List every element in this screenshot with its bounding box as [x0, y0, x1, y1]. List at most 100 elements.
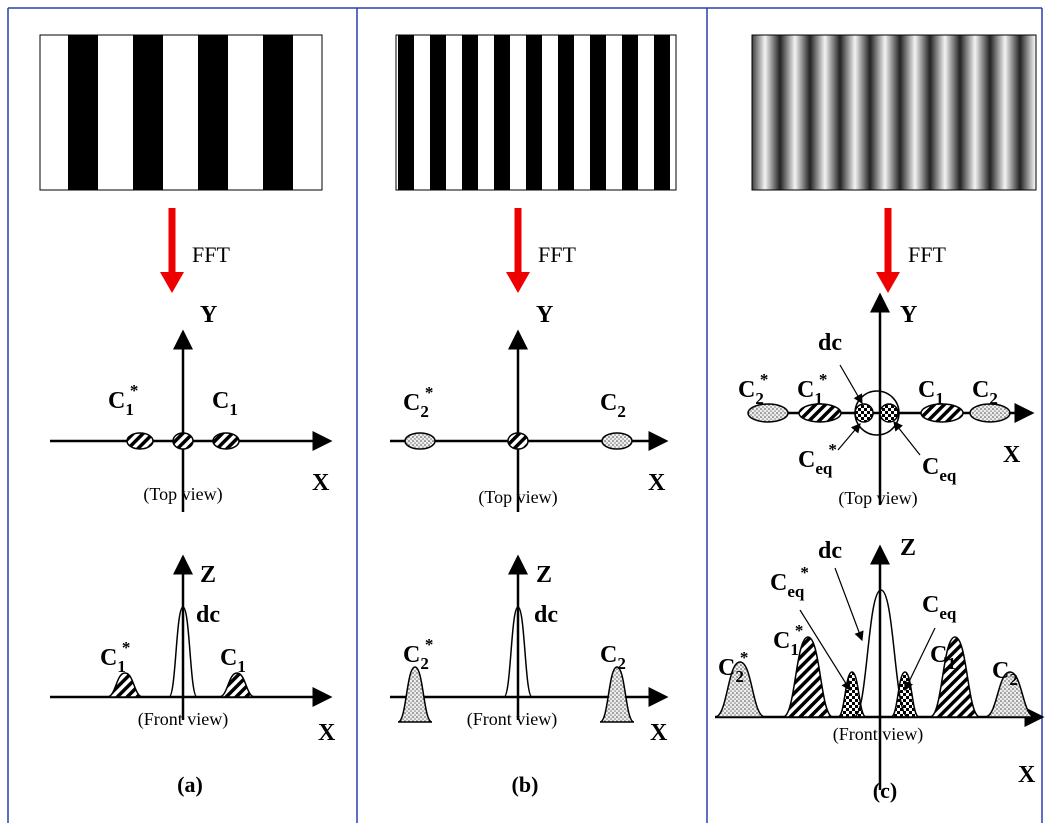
fft-arrow-head [160, 272, 184, 293]
label-base: C [930, 642, 947, 668]
label: C2 [972, 377, 998, 408]
label-sup: * [800, 563, 809, 582]
label: C1 [212, 388, 238, 419]
stripe [622, 35, 638, 190]
label-sup: * [425, 635, 434, 654]
label: (Top view) [838, 488, 917, 509]
peak [782, 636, 834, 718]
label-base: C [220, 645, 237, 671]
label-base: C [773, 628, 790, 654]
stripe [263, 35, 293, 190]
label-base: C [922, 592, 939, 618]
stripe [462, 35, 478, 190]
label: FFT [908, 242, 946, 267]
label-sup: * [130, 381, 139, 400]
label: FFT [192, 242, 230, 267]
peak [929, 636, 981, 718]
label-sub: 2 [735, 667, 744, 686]
pointer [904, 627, 936, 692]
peak-spot [601, 432, 633, 450]
label: X [318, 720, 336, 746]
label: (c) [873, 778, 897, 803]
label-sub: eq [787, 582, 805, 601]
label: Y [200, 302, 217, 328]
label: (Front view) [467, 709, 557, 730]
label-base: C [922, 454, 939, 480]
label: (b) [512, 772, 539, 797]
peak [168, 606, 198, 698]
label: FFT [538, 242, 576, 267]
peak-spot [747, 403, 789, 423]
label: Ceq* [798, 440, 837, 478]
stripe [68, 35, 98, 190]
label-sup: * [740, 648, 749, 667]
label: (Top view) [478, 487, 557, 508]
label: Z [536, 562, 552, 588]
label: dc [818, 330, 842, 356]
label: C2* [403, 635, 433, 673]
label: C2 [600, 390, 626, 421]
label-sub: eq [939, 466, 957, 485]
label-sub: 1 [935, 389, 944, 408]
fft-arrow [168, 208, 176, 274]
label-base: C [918, 377, 935, 403]
label-base: C [972, 377, 989, 403]
peak [853, 589, 909, 718]
label-base: C [100, 645, 117, 671]
peak [503, 606, 533, 698]
peak [890, 671, 920, 718]
label-sub: 2 [420, 654, 429, 673]
peak-spot [920, 403, 964, 423]
peak [984, 671, 1036, 718]
label: C2 [600, 642, 626, 673]
label: dc [196, 602, 220, 628]
label-base: C [403, 390, 420, 416]
fft-arrow [514, 208, 522, 274]
label: dc [534, 602, 558, 628]
peak-spot [212, 432, 240, 450]
label-sub: 1 [125, 400, 134, 419]
pointer [893, 421, 921, 456]
label-sup: * [795, 621, 804, 640]
stripe [198, 35, 228, 190]
label: (a) [177, 772, 203, 797]
fft-arrow-head [506, 272, 530, 293]
label: C1* [108, 381, 138, 419]
label: C1 [930, 642, 956, 673]
label: C1* [773, 621, 803, 659]
peak [714, 661, 766, 718]
label: C2* [403, 383, 433, 421]
stripe [558, 35, 574, 190]
pointer [837, 423, 861, 451]
stripe [133, 35, 163, 190]
label: X [1018, 762, 1036, 788]
label: Z [900, 535, 916, 561]
label-base: C [718, 655, 735, 681]
label-sub: 2 [989, 389, 998, 408]
label-base: C [600, 642, 617, 668]
label: C1 [918, 377, 944, 408]
label-sub: 1 [814, 389, 823, 408]
label-base: C [797, 377, 814, 403]
label: C2 [992, 658, 1018, 689]
label: C1* [100, 638, 130, 676]
label-base: C [770, 570, 787, 596]
label: Ceq* [770, 563, 809, 601]
stripe [398, 35, 414, 190]
label-sup: * [819, 370, 828, 389]
peak [218, 672, 256, 698]
label-sup: * [425, 383, 434, 402]
peak-spot [879, 403, 899, 423]
label-sub: eq [939, 604, 957, 623]
label: X [312, 470, 330, 496]
label: dc [818, 538, 842, 564]
label-sub: 2 [1009, 670, 1018, 689]
fft-arrow [884, 208, 892, 274]
label-base: C [992, 658, 1009, 684]
label: Ceq [922, 592, 957, 623]
peak-spot [404, 432, 436, 450]
label-sup: * [122, 638, 131, 657]
peak [837, 671, 867, 718]
peak-spot [854, 403, 874, 423]
